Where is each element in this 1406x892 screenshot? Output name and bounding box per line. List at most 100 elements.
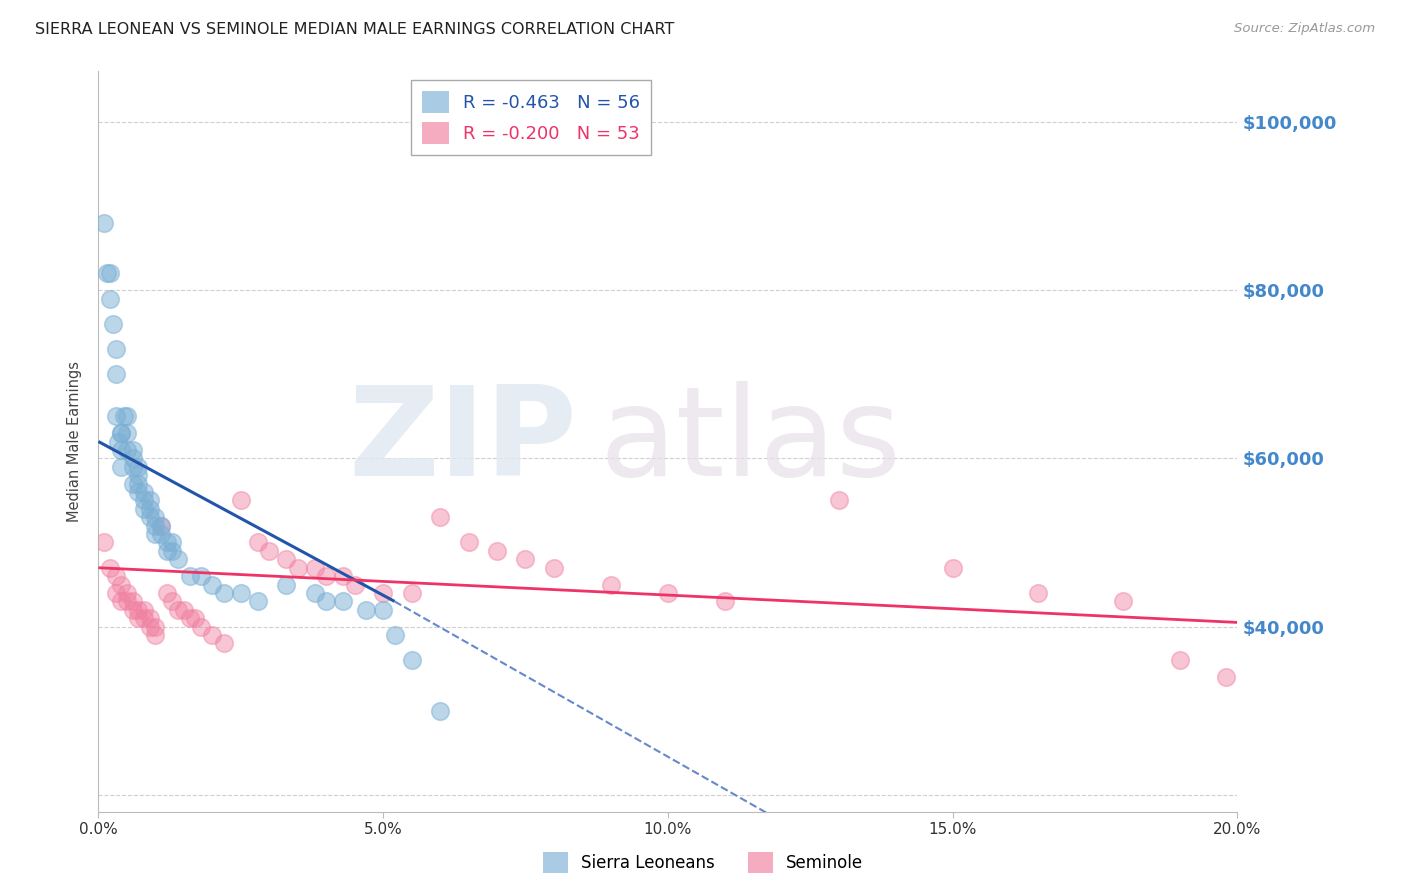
Point bbox=[127, 468, 149, 483]
Text: atlas: atlas bbox=[599, 381, 901, 502]
Point bbox=[343, 577, 366, 591]
Point bbox=[138, 510, 160, 524]
Point bbox=[104, 409, 127, 424]
Point bbox=[121, 451, 143, 466]
Point bbox=[112, 409, 135, 424]
Point bbox=[121, 459, 143, 474]
Point bbox=[138, 620, 160, 634]
Point bbox=[145, 527, 167, 541]
Point bbox=[167, 603, 190, 617]
Point bbox=[229, 586, 252, 600]
Text: SIERRA LEONEAN VS SEMINOLE MEDIAN MALE EARNINGS CORRELATION CHART: SIERRA LEONEAN VS SEMINOLE MEDIAN MALE E… bbox=[35, 22, 675, 37]
Point bbox=[600, 577, 623, 591]
Point bbox=[714, 594, 737, 608]
Point bbox=[121, 594, 143, 608]
Point bbox=[127, 459, 149, 474]
Point bbox=[150, 527, 173, 541]
Point bbox=[138, 611, 160, 625]
Point bbox=[93, 216, 115, 230]
Point bbox=[121, 476, 143, 491]
Point bbox=[104, 368, 127, 382]
Point bbox=[373, 603, 395, 617]
Point bbox=[246, 594, 269, 608]
Point bbox=[246, 535, 269, 549]
Point bbox=[138, 493, 160, 508]
Text: ZIP: ZIP bbox=[349, 381, 576, 502]
Point bbox=[104, 342, 127, 356]
Point bbox=[107, 434, 129, 449]
Point bbox=[127, 476, 149, 491]
Point bbox=[332, 569, 354, 583]
Point bbox=[1026, 586, 1049, 600]
Point bbox=[110, 426, 132, 441]
Point bbox=[179, 569, 201, 583]
Point bbox=[179, 611, 201, 625]
Point bbox=[315, 569, 337, 583]
Point bbox=[201, 577, 224, 591]
Point bbox=[942, 560, 965, 574]
Point bbox=[515, 552, 537, 566]
Point bbox=[104, 569, 127, 583]
Point bbox=[276, 577, 298, 591]
Point bbox=[201, 628, 224, 642]
Point bbox=[167, 552, 190, 566]
Point bbox=[132, 501, 155, 516]
Point bbox=[121, 442, 143, 457]
Point bbox=[96, 266, 118, 280]
Point bbox=[101, 317, 124, 331]
Text: Source: ZipAtlas.com: Source: ZipAtlas.com bbox=[1234, 22, 1375, 36]
Point bbox=[401, 586, 423, 600]
Point bbox=[287, 560, 309, 574]
Point bbox=[212, 586, 235, 600]
Point bbox=[828, 493, 851, 508]
Point bbox=[429, 704, 451, 718]
Point bbox=[156, 544, 179, 558]
Point bbox=[162, 544, 184, 558]
Point bbox=[138, 501, 160, 516]
Point bbox=[657, 586, 679, 600]
Point bbox=[93, 535, 115, 549]
Point bbox=[162, 594, 184, 608]
Point bbox=[132, 485, 155, 500]
Point bbox=[98, 560, 121, 574]
Point bbox=[1215, 670, 1237, 684]
Point bbox=[304, 586, 326, 600]
Point bbox=[110, 459, 132, 474]
Point bbox=[104, 586, 127, 600]
Point bbox=[259, 544, 281, 558]
Point bbox=[132, 493, 155, 508]
Point bbox=[110, 594, 132, 608]
Point bbox=[110, 442, 132, 457]
Point bbox=[486, 544, 509, 558]
Point bbox=[184, 611, 207, 625]
Point bbox=[276, 552, 298, 566]
Point bbox=[132, 611, 155, 625]
Point bbox=[190, 620, 212, 634]
Point bbox=[373, 586, 395, 600]
Point bbox=[121, 603, 143, 617]
Point bbox=[315, 594, 337, 608]
Point bbox=[132, 603, 155, 617]
Point bbox=[98, 266, 121, 280]
Point bbox=[1112, 594, 1135, 608]
Point bbox=[150, 518, 173, 533]
Legend: Sierra Leoneans, Seminole: Sierra Leoneans, Seminole bbox=[536, 846, 870, 880]
Point bbox=[115, 594, 138, 608]
Point bbox=[145, 628, 167, 642]
Point bbox=[384, 628, 406, 642]
Point bbox=[1170, 653, 1192, 667]
Point bbox=[212, 636, 235, 650]
Point bbox=[332, 594, 354, 608]
Point bbox=[162, 535, 184, 549]
Point bbox=[115, 426, 138, 441]
Point bbox=[115, 442, 138, 457]
Point bbox=[127, 485, 149, 500]
Point bbox=[156, 535, 179, 549]
Point bbox=[543, 560, 565, 574]
Point bbox=[127, 611, 149, 625]
Point bbox=[173, 603, 195, 617]
Y-axis label: Median Male Earnings: Median Male Earnings bbox=[67, 361, 83, 522]
Point bbox=[354, 603, 377, 617]
Point bbox=[229, 493, 252, 508]
Point bbox=[145, 620, 167, 634]
